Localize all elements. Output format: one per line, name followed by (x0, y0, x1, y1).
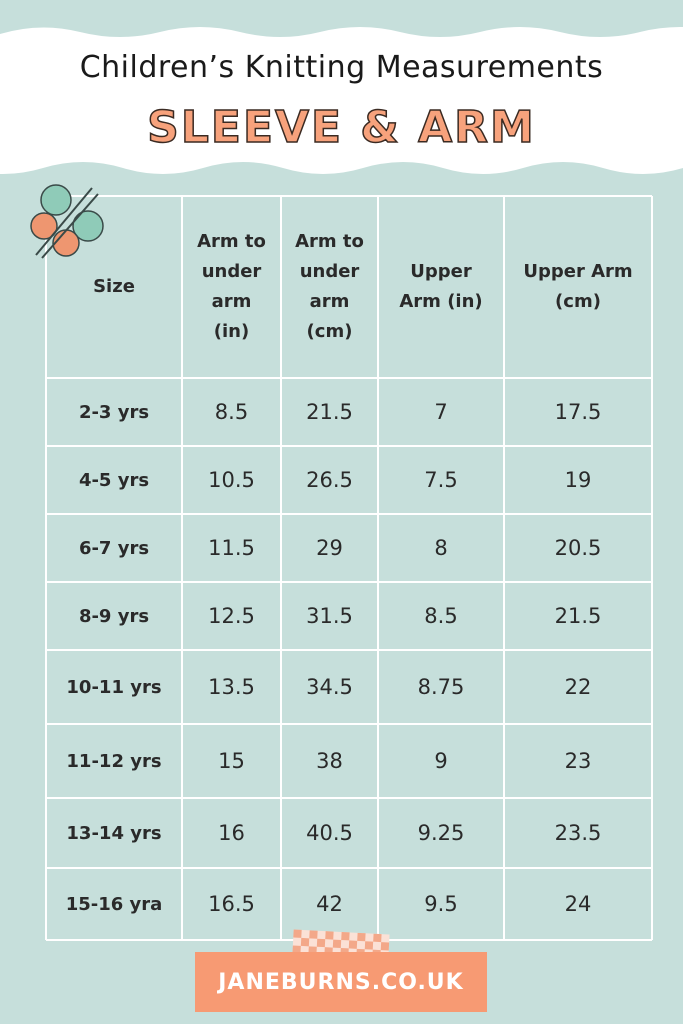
table-cell: 6-7 yrs (78, 537, 150, 559)
table-cell: 22 (564, 675, 592, 699)
table-cell: 20.5 (554, 536, 602, 560)
table-cell: 9.5 (424, 892, 458, 916)
table-cell: 11.5 (208, 536, 255, 560)
subtitle: SLEEVE & ARM (146, 101, 536, 154)
table-cell: 8.5 (424, 604, 458, 628)
table-cell: 23 (564, 749, 592, 773)
table-cell: 8-9 yrs (78, 605, 150, 627)
tape-check (309, 930, 318, 939)
column-header: Upper Arm (in) (399, 261, 483, 312)
tape-check (373, 933, 382, 943)
table-cell: 16.5 (208, 892, 255, 916)
tape-check (364, 941, 374, 950)
table-cell: 9 (434, 749, 448, 773)
table-cell: 10-11 yrs (66, 676, 162, 698)
title: Children’s Knitting Measurements (79, 50, 604, 85)
table-cell: 42 (316, 892, 343, 916)
table-cell: 13.5 (208, 675, 255, 699)
table-cell: 38 (316, 749, 343, 773)
table-cell: 8.5 (214, 400, 249, 424)
table-cell: 8 (434, 536, 448, 560)
website-button[interactable]: JANEBURNS.CO.UK (195, 952, 487, 1012)
table-cell: 17.5 (554, 400, 602, 424)
table-cell: 16 (218, 821, 245, 845)
table-cell: 31.5 (306, 604, 353, 628)
column-header: Arm to under arm (cm) (295, 231, 364, 342)
tape-check (348, 940, 358, 949)
tape-check (380, 942, 390, 951)
table-cell: 15 (218, 749, 245, 773)
table-cell: 9.25 (417, 821, 465, 845)
tape-check (357, 932, 366, 942)
tape-check (316, 938, 326, 948)
column-header: Size (93, 276, 135, 297)
column-header: Upper Arm (cm) (523, 261, 633, 312)
table-cell: 12.5 (208, 604, 255, 628)
tape-check (292, 945, 301, 954)
tape-check (332, 939, 342, 948)
table-cell: 11-12 yrs (66, 750, 162, 772)
table-cell: 7.5 (424, 468, 458, 492)
table-cell: 26.5 (306, 468, 353, 492)
table-cell: 7 (434, 400, 448, 424)
table-cell: 21.5 (306, 400, 353, 424)
table-cell: 24 (564, 892, 592, 916)
table-cell: 29 (316, 536, 343, 560)
table-cell: 4-5 yrs (78, 469, 150, 491)
tape-check (325, 931, 334, 940)
tape-check (293, 929, 302, 938)
table-cell: 8.75 (417, 675, 465, 699)
table-cell: 34.5 (306, 675, 353, 699)
table-cell: 23.5 (554, 821, 602, 845)
table-cell: 19 (564, 468, 592, 492)
tape-check (300, 937, 310, 947)
table-cell: 15-16 yra (65, 893, 163, 915)
table-cell: 13-14 yrs (66, 822, 162, 844)
table-cell: 10.5 (208, 468, 255, 492)
tape-check (341, 932, 350, 941)
table-cell: 40.5 (306, 821, 353, 845)
column-header: Arm to under arm (in) (197, 231, 266, 342)
table-cell: 21.5 (554, 604, 602, 628)
table-cell: 2-3 yrs (78, 401, 150, 423)
